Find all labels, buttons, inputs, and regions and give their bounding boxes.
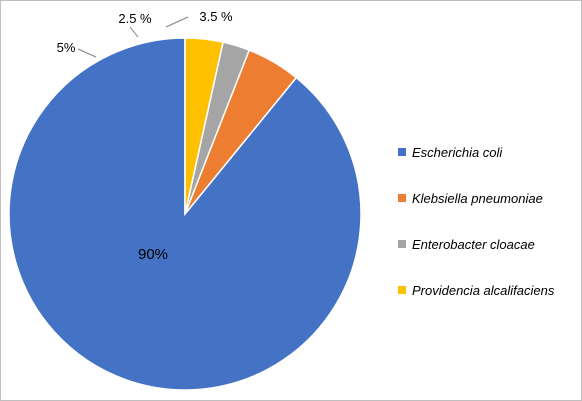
legend-label: Providencia alcalifaciens <box>412 282 555 298</box>
data-label: 3.5 % <box>199 9 233 24</box>
legend-item-klebsiella-pneumoniae[interactable]: Klebsiella pneumoniae <box>398 189 578 207</box>
pie-slice-providencia-alcalifaciens[interactable] <box>184 37 224 215</box>
legend-swatch <box>398 240 406 248</box>
data-label: 90% <box>138 246 168 263</box>
leader-lines <box>77 16 189 58</box>
legend-item-providencia-alcalifaciens[interactable]: Providencia alcalifaciens <box>398 281 578 299</box>
legend-item-enterobacter-cloacae[interactable]: Enterobacter cloacae <box>398 235 578 253</box>
leader-line <box>77 48 97 58</box>
legend-item-escherichia-coli[interactable]: Escherichia coli <box>398 143 578 161</box>
data-labels: 90% 5% 2.5 % 3.5 % <box>57 9 233 263</box>
legend-swatch <box>398 194 406 202</box>
data-label: 2.5 % <box>118 11 152 26</box>
legend-label: Escherichia coli <box>412 144 503 160</box>
leader-line <box>165 16 189 28</box>
legend-swatch <box>398 286 406 294</box>
data-label: 5% <box>57 40 76 55</box>
legend-swatch <box>398 148 406 156</box>
leader-line <box>129 26 139 38</box>
pie-slices <box>8 37 362 391</box>
legend-label: Enterobacter cloacae <box>412 236 535 252</box>
legend-label: Klebsiella pneumoniae <box>412 190 543 206</box>
legend: Escherichia coli Klebsiella pneumoniae E… <box>398 143 578 327</box>
